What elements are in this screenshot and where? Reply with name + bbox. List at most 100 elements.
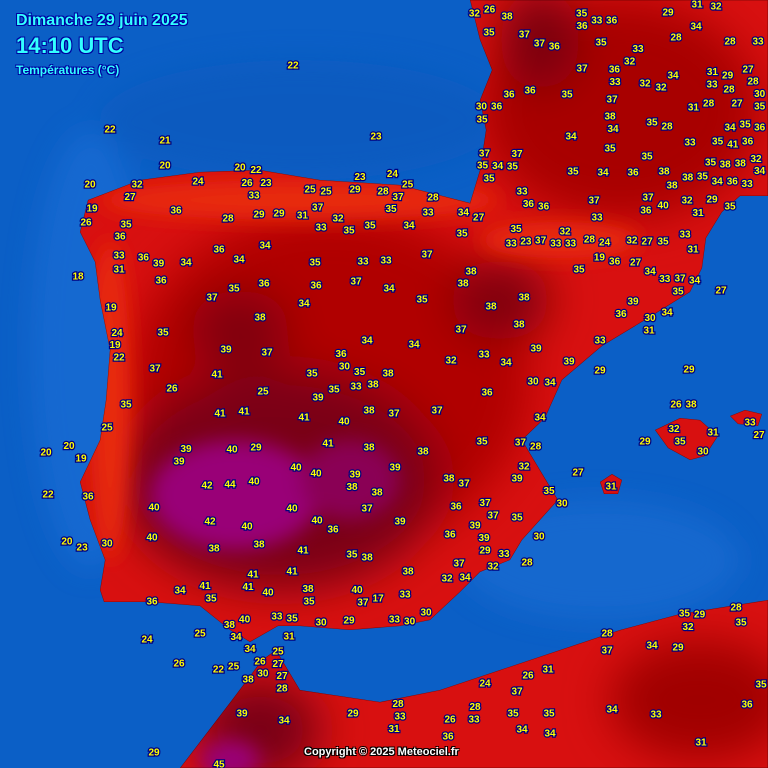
station-temperature: 34	[278, 716, 290, 727]
station-temperature: 38	[735, 159, 747, 170]
station-temperature: 33	[565, 239, 577, 250]
station-temperature: 45	[213, 760, 225, 768]
station-temperature: 24	[192, 177, 204, 188]
station-temperature: 36	[82, 492, 94, 503]
station-temperature: 27	[715, 286, 727, 297]
station-temperature: 20	[40, 448, 52, 459]
station-temperature: 35	[724, 202, 736, 213]
station-temperature: 41	[238, 407, 250, 418]
station-temperature: 31	[297, 211, 309, 222]
station-temperature: 33	[632, 44, 644, 55]
station-temperature: 31	[388, 724, 400, 735]
station-temperature: 34	[690, 22, 702, 33]
station-temperature: 38	[485, 302, 497, 313]
station-temperature: 33	[357, 257, 369, 268]
station-temperature: 31	[707, 67, 719, 78]
station-temperature: 35	[483, 28, 495, 39]
station-temperature: 29	[250, 443, 262, 454]
station-temperature: 37	[519, 30, 531, 41]
station-temperature: 36	[503, 90, 515, 101]
station-temperature: 25	[257, 387, 269, 398]
station-temperature: 22	[104, 125, 116, 136]
station-temperature: 29	[347, 709, 359, 720]
station-temperature: 33	[478, 350, 490, 361]
station-temperature: 33	[591, 213, 603, 224]
station-temperature: 28	[747, 77, 759, 88]
station-temperature: 29	[594, 366, 606, 377]
station-temperature: 38	[402, 567, 414, 578]
station-temperature: 39	[394, 517, 406, 528]
station-temperature: 19	[594, 253, 606, 264]
station-temperature: 36	[310, 281, 322, 292]
station-temperature: 34	[565, 132, 577, 143]
station-temperature: 20	[159, 161, 171, 172]
station-temperature: 38	[362, 553, 374, 564]
map-time: 14:10 UTC	[16, 33, 124, 58]
station-temperature: 37	[357, 597, 369, 608]
station-temperature: 37	[479, 148, 491, 159]
station-temperature: 40	[262, 588, 274, 599]
station-temperature: 41	[286, 567, 298, 578]
station-temperature: 36	[609, 257, 621, 268]
station-temperature: 37	[674, 274, 686, 285]
station-temperature: 26	[254, 657, 266, 668]
station-temperature: 38	[513, 320, 525, 331]
station-temperature: 19	[86, 204, 98, 215]
station-temperature: 35	[476, 437, 488, 448]
station-temperature: 30	[527, 377, 539, 388]
station-temperature: 32	[441, 574, 453, 585]
station-temperature: 35	[646, 118, 658, 129]
station-temperature: 28	[469, 702, 481, 713]
station-temperature: 37	[312, 203, 324, 214]
station-temperature: 40	[241, 522, 253, 533]
station-temperature: 34	[233, 255, 245, 266]
station-temperature: 25	[304, 185, 316, 196]
station-temperature: 32	[559, 227, 571, 238]
station-temperature: 26	[166, 384, 178, 395]
station-temperature: 36	[549, 42, 561, 53]
station-temperature: 34	[544, 729, 556, 740]
station-temperature: 34	[645, 267, 657, 278]
station-temperature: 23	[354, 172, 366, 183]
station-temperature: 38	[720, 160, 732, 171]
station-temperature: 34	[607, 124, 619, 135]
station-temperature: 29	[722, 71, 734, 82]
station-temperature: 35	[507, 161, 519, 172]
station-temperature: 39	[469, 521, 481, 532]
station-temperature: 22	[42, 490, 54, 501]
station-temperature: 32	[518, 462, 530, 473]
station-temperature: 29	[683, 365, 695, 376]
station-temperature: 37	[388, 409, 400, 420]
station-temperature: 44	[224, 480, 236, 491]
station-temperature: 30	[420, 608, 432, 619]
station-temperature: 37	[431, 406, 443, 417]
station-temperature: 34	[298, 299, 310, 310]
station-temperature: 34	[661, 308, 673, 319]
station-temperature: 39	[173, 456, 185, 467]
station-temperature: 36	[609, 64, 621, 75]
station-temperature: 28	[392, 699, 404, 710]
station-temperature: 35	[705, 158, 717, 169]
station-temperature: 31	[542, 665, 554, 676]
station-temperature: 36	[741, 700, 753, 711]
station-temperature: 38	[604, 111, 616, 122]
station-temperature: 28	[724, 37, 736, 48]
station-temperature: 40	[248, 477, 260, 488]
station-temperature: 38	[367, 379, 379, 390]
station-temperature: 35	[328, 385, 340, 396]
station-temperature: 34	[383, 284, 395, 295]
station-temperature: 24	[479, 679, 491, 690]
station-temperature: 36	[491, 102, 503, 113]
station-temperature: 34	[259, 241, 271, 252]
station-temperature: 29	[148, 748, 160, 759]
station-temperature: 29	[253, 210, 265, 221]
station-temperature: 39	[389, 463, 401, 474]
station-temperature: 28	[723, 85, 735, 96]
station-temperature: 26	[522, 671, 534, 682]
station-temperature: 37	[459, 479, 471, 490]
station-temperature: 37	[421, 250, 433, 261]
station-temperature: 35	[483, 173, 495, 184]
station-temperature: 35	[740, 120, 752, 131]
station-temperature: 39	[563, 357, 575, 368]
